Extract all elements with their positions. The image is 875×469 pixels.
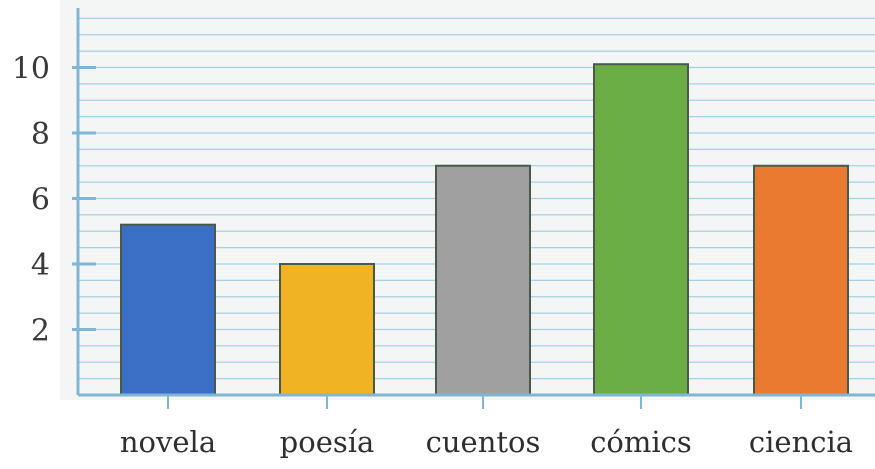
- x-tick-label: poesía: [280, 425, 375, 459]
- bar-cuentos: [435, 164, 531, 396]
- y-tick-label: 6: [31, 183, 50, 218]
- y-tick-label: 10: [12, 52, 50, 87]
- y-axis-ticks: 2 4 6 8 10: [12, 52, 96, 349]
- bar-ciencia: [753, 164, 849, 396]
- x-tick-label: novela: [120, 425, 216, 459]
- bar-poesía: [279, 263, 375, 396]
- x-tick-label: ciencia: [749, 425, 853, 459]
- bar-novela: [120, 223, 216, 396]
- y-tick-label: 4: [31, 248, 50, 283]
- x-axis-labels: novela poesía cuentos cómics ciencia: [120, 395, 853, 459]
- bars: [120, 63, 849, 396]
- y-tick-label: 2: [31, 314, 50, 349]
- x-tick-label: cuentos: [426, 425, 541, 459]
- y-tick-label: 8: [31, 117, 50, 152]
- x-tick-label: cómics: [590, 425, 692, 459]
- bar-cómics: [593, 63, 689, 396]
